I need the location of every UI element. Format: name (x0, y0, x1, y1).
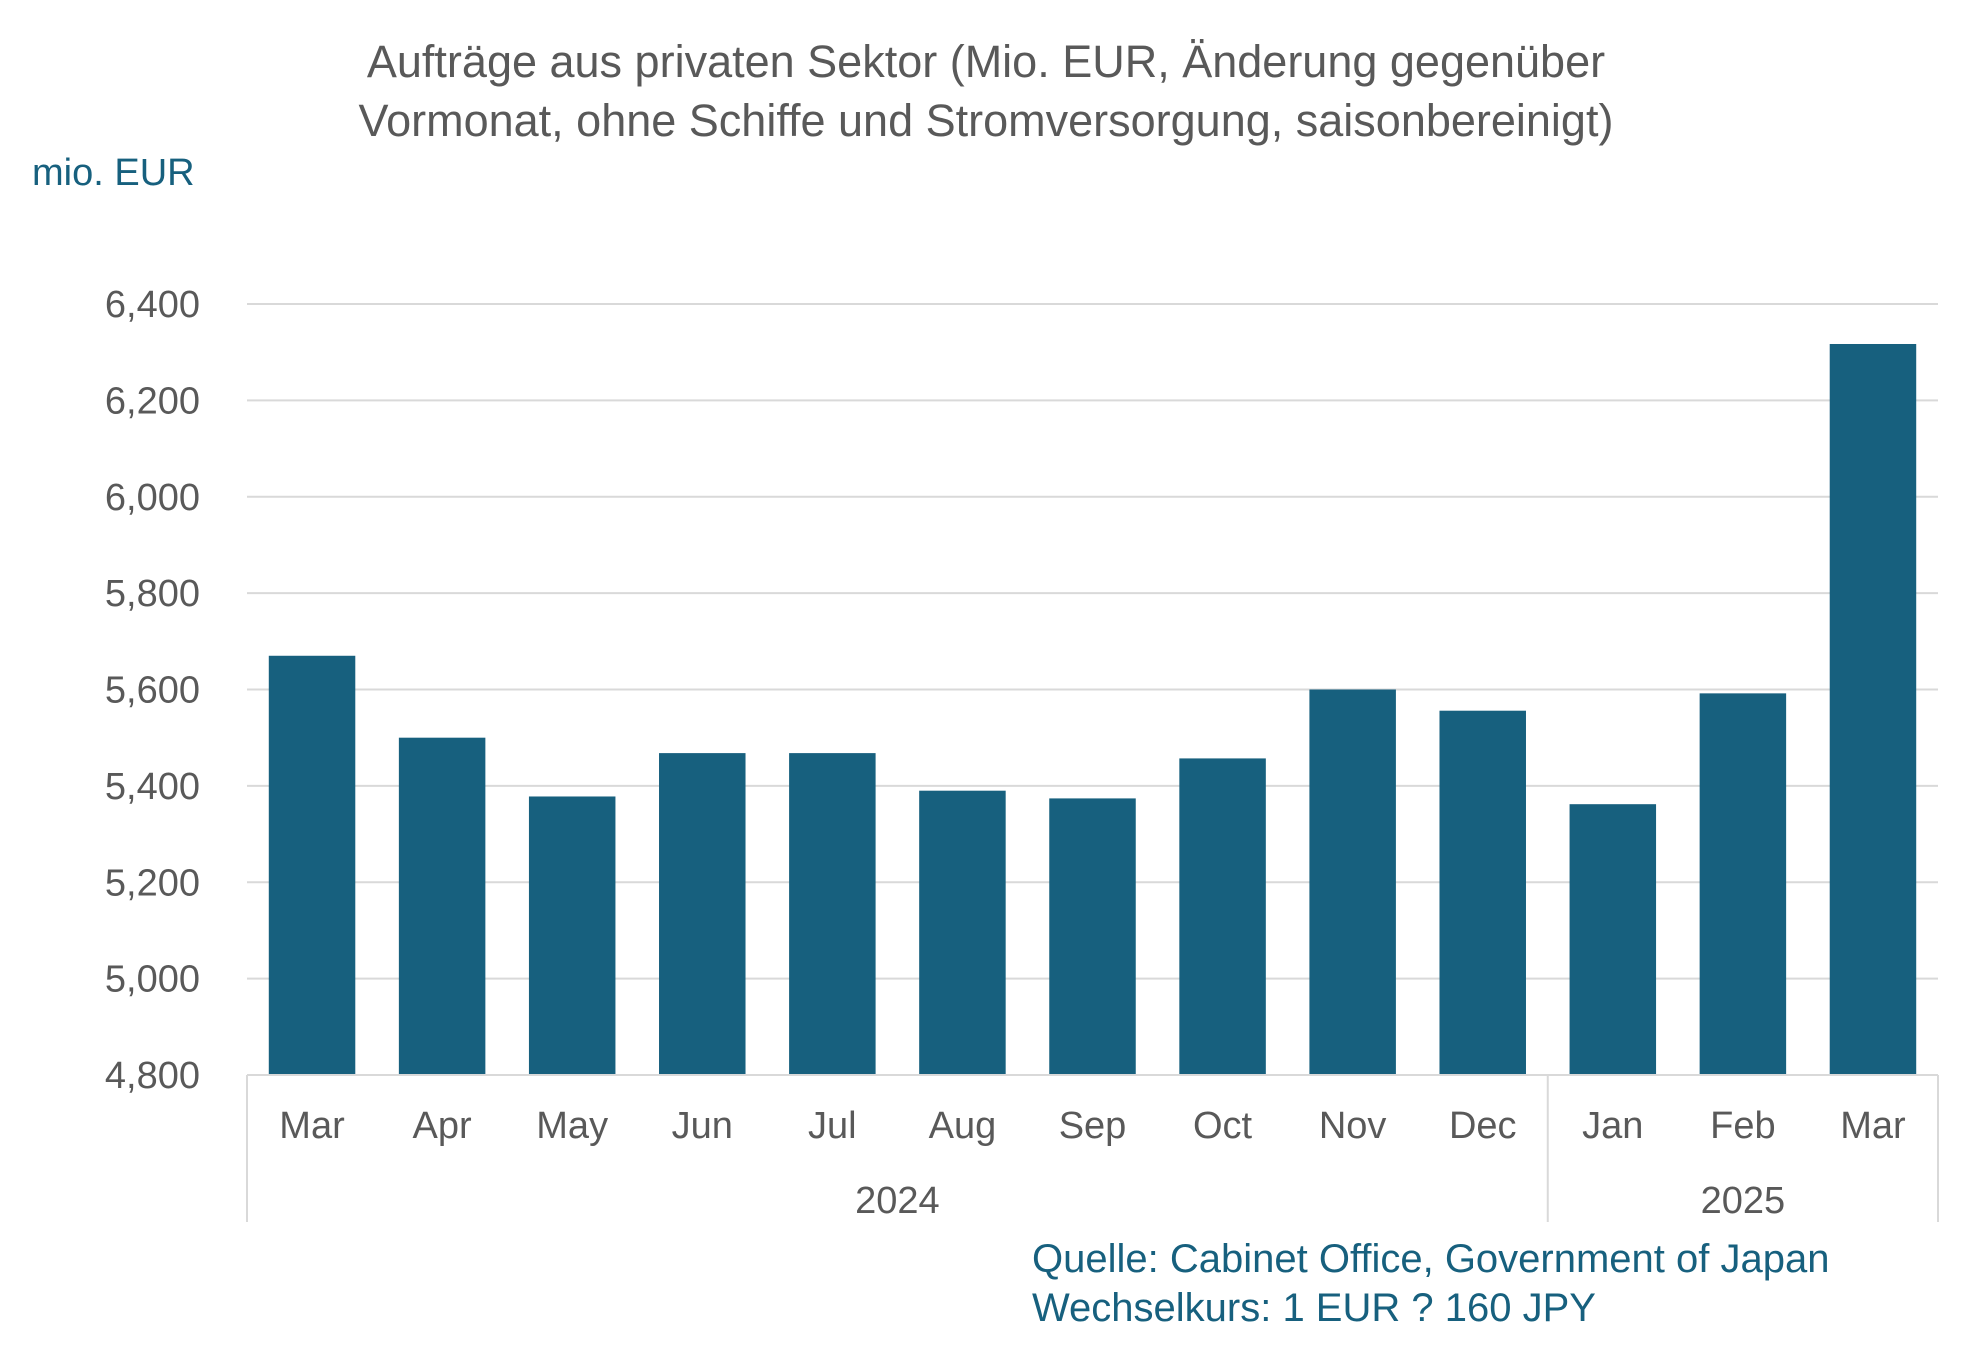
bar (789, 753, 876, 1075)
x-tick-label: Sep (1059, 1105, 1127, 1147)
x-tick-label: Jan (1582, 1105, 1643, 1147)
bar (659, 753, 746, 1075)
y-axis-label: mio. EUR (32, 152, 195, 194)
y-tick-label: 6,200 (105, 380, 200, 422)
y-tick-label: 6,400 (105, 284, 200, 326)
bar (1699, 693, 1787, 1075)
x-tick-label: Mar (1840, 1105, 1906, 1147)
bar (528, 796, 616, 1075)
axes: 4,800 5,000 5,200 5,400 5,600 5,800 6,000 6,200… (105, 284, 1939, 1222)
bar (1049, 798, 1136, 1075)
y-tick-label: 5,400 (105, 766, 200, 808)
y-tick-label: 6,000 (105, 477, 200, 519)
bar (1439, 710, 1526, 1075)
x-tick-label: May (536, 1105, 608, 1147)
source-note: Quelle: Cabinet Office, Government of Ja… (1032, 1237, 1830, 1281)
x-tick-label: Aug (929, 1105, 997, 1147)
bar (1829, 343, 1917, 1076)
y-tick-label: 5,000 (105, 959, 200, 1001)
bar (398, 737, 486, 1075)
bar (1569, 804, 1657, 1075)
bars (268, 343, 1917, 1076)
x-tick-label: Jun (672, 1105, 733, 1147)
chart-title-line-2: Vormonat, ohne Schiffe und Stromversorgu… (358, 95, 1614, 146)
x-tick-label: Apr (413, 1105, 472, 1147)
bar (1179, 758, 1266, 1075)
bar (1309, 689, 1396, 1075)
footnote: Quelle: Cabinet Office, Government of Ja… (1032, 1235, 1829, 1333)
x-tick-label: Feb (1710, 1105, 1775, 1147)
y-tick-label: 4,800 (105, 1055, 200, 1097)
y-tick-label: 5,800 (105, 573, 200, 615)
x-tick-label: Mar (279, 1105, 345, 1147)
bar (268, 655, 356, 1075)
x-tick-label: Oct (1193, 1105, 1253, 1147)
x-tick-label: Nov (1319, 1105, 1387, 1147)
y-tick-label: 5,200 (105, 862, 200, 904)
chart-title-line-1: Aufträge aus privaten Sektor (Mio. EUR, … (366, 36, 1606, 87)
gridlines (247, 303, 1938, 980)
bar (919, 790, 1006, 1075)
y-tick-label: 5,600 (105, 670, 200, 712)
year-group-label: 2025 (1701, 1180, 1786, 1222)
exchange-rate-note: Wechselkurs: 1 EUR ? 160 JPY (1032, 1286, 1596, 1330)
x-tick-label: Dec (1449, 1105, 1517, 1147)
x-tick-label: Jul (808, 1105, 857, 1147)
year-group-label: 2024 (855, 1180, 940, 1222)
